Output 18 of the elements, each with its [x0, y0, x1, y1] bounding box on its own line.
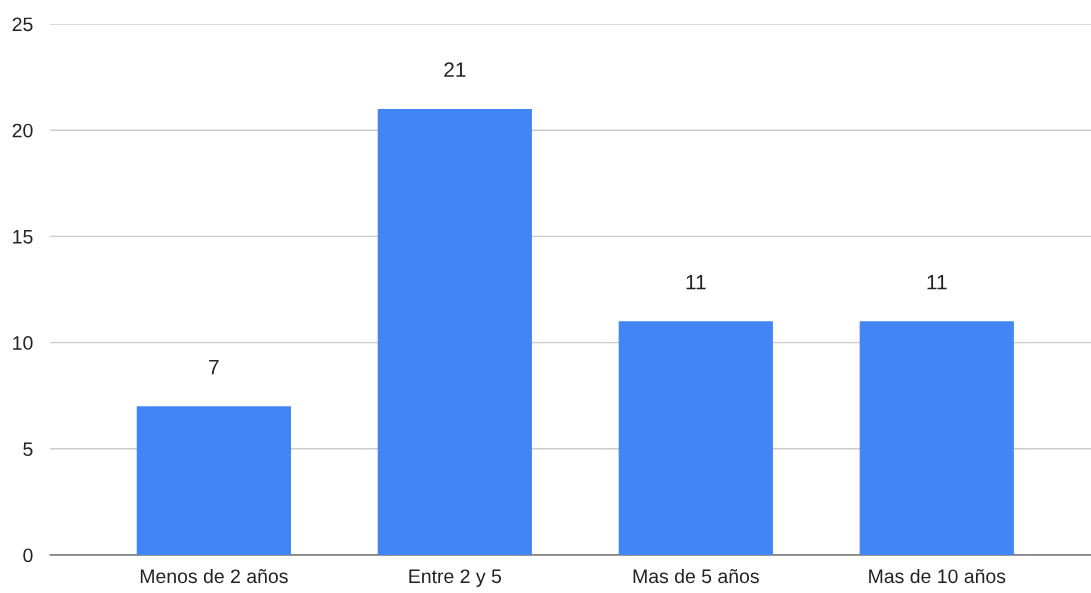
bar [377, 108, 532, 555]
y-tick-label: 15 [13, 230, 33, 244]
y-tick-label: 0 [23, 548, 33, 563]
y-tick-label: 25 [12, 17, 33, 32]
bar [618, 321, 773, 555]
data-label: 7 [209, 359, 219, 375]
x-tick-label: Mas de 10 años [869, 568, 1006, 584]
bar [136, 406, 291, 555]
x-tick-label: Menos de 2 años [140, 568, 288, 584]
y-tick-label: 20 [12, 123, 33, 138]
data-label: 21 [444, 62, 466, 77]
x-tick-label: Mas de 5 años [633, 568, 759, 584]
x-tick-label: Entre 2 y 5 [409, 569, 502, 588]
bar [859, 321, 1014, 555]
data-label: 11 [686, 274, 706, 290]
data-label: 11 [927, 274, 947, 290]
y-tick-label: 5 [23, 442, 33, 457]
y-tick-label: 10 [13, 336, 33, 350]
